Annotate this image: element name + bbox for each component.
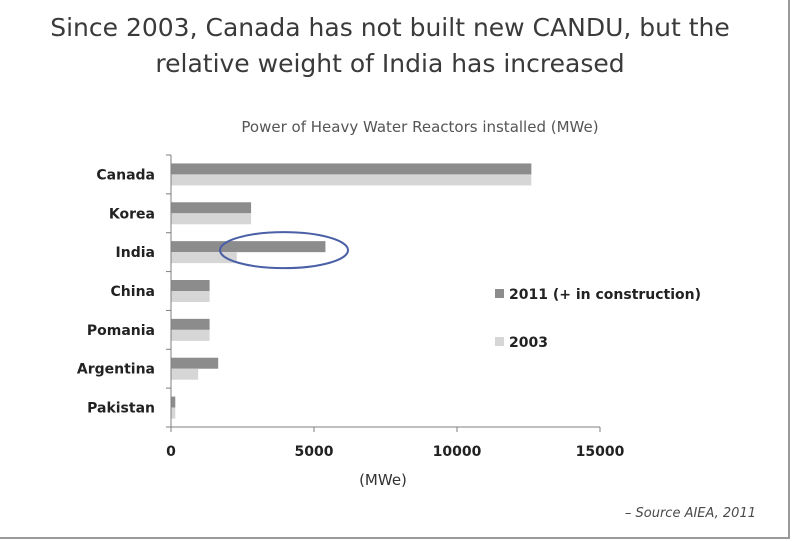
legend-label-2011: 2011 (+ in construction) [509, 287, 701, 303]
legend-swatch-2011 [495, 289, 504, 298]
chart-title: Power of Heavy Water Reactors installed … [241, 118, 598, 136]
category-label-pomania: Pomania [87, 323, 155, 339]
x-tick-label-15000: 15000 [576, 444, 625, 460]
legend-label-2003: 2003 [509, 335, 548, 351]
bar-pakistan-2011 [171, 396, 176, 408]
category-label-pakistan: Pakistan [87, 401, 155, 417]
x-tick-label-10000: 10000 [433, 444, 482, 460]
x-tick-label-5000: 5000 [295, 444, 334, 460]
bar-argentina-2011 [171, 357, 219, 369]
bar-pomania-2003 [171, 329, 210, 341]
category-label-china: China [111, 284, 155, 300]
bars-group [171, 163, 532, 419]
bar-canada-2011 [171, 163, 532, 175]
source-note: – Source AIEA, 2011 [624, 506, 756, 521]
bar-pakistan-2003 [171, 407, 176, 419]
category-label-argentina: Argentina [77, 362, 155, 378]
bar-china-2011 [171, 280, 210, 291]
x-axis-title: (MWe) [359, 471, 407, 489]
legend: 2011 (+ in construction) 2003 [495, 287, 701, 351]
x-tick-label-0: 0 [166, 444, 176, 460]
bar-india-2011 [171, 241, 326, 253]
slide-title-line-2: relative weight of India has increased [155, 49, 625, 78]
bar-china-2003 [171, 291, 210, 302]
axes [166, 154, 601, 432]
bar-korea-2003 [171, 213, 252, 225]
category-label-india: India [116, 245, 155, 261]
bar-argentina-2003 [171, 368, 199, 380]
tick-labels: 0 5000 10000 15000 [166, 444, 624, 460]
legend-swatch-2003 [495, 337, 504, 346]
category-label-canada: Canada [96, 167, 155, 183]
india-highlight-ellipse [219, 231, 349, 270]
slide-title-line-1: Since 2003, Canada has not built new CAN… [50, 13, 730, 42]
bar-pomania-2011 [171, 318, 210, 330]
bar-korea-2011 [171, 202, 252, 214]
bar-india-2003 [171, 252, 237, 264]
slide-title: Since 2003, Canada has not built new CAN… [0, 10, 780, 82]
category-label-korea: Korea [109, 206, 155, 222]
bar-canada-2003 [171, 174, 532, 186]
category-labels: Canada Korea India China Pomania Argentina Pak… [77, 167, 155, 416]
